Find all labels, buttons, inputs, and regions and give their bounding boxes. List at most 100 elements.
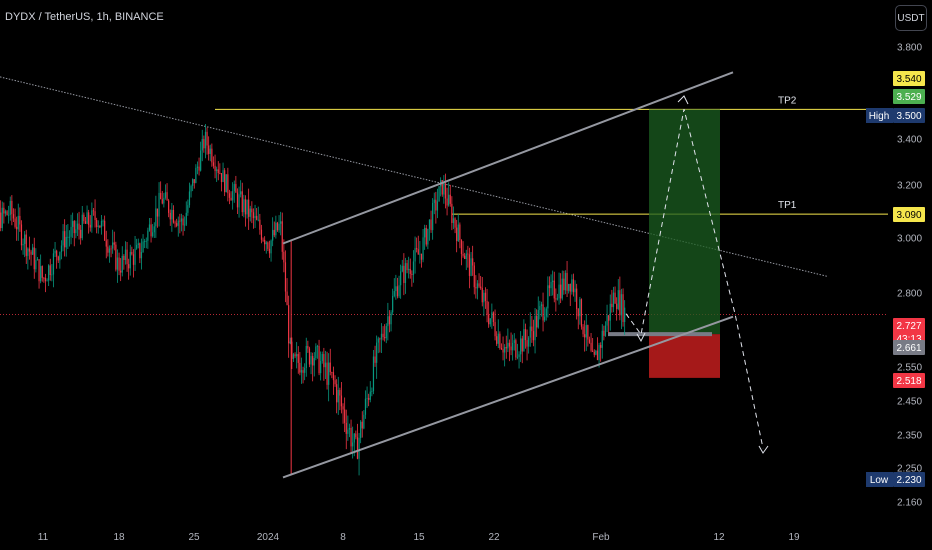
candle [278,215,280,233]
y-tick-label: 3.800 [897,43,922,54]
candle [286,278,288,306]
candle [521,335,523,364]
candle [499,331,501,350]
svg-text:Low: Low [870,475,889,486]
candle [489,318,491,327]
svg-text:2.230: 2.230 [896,475,921,486]
x-axis: 11 18 25 2024 8 15 22 Feb 12 19 [38,532,800,543]
candle [187,199,189,216]
candle [561,270,563,301]
candle [46,278,48,282]
candle [464,252,466,260]
candle [260,224,263,244]
candle [321,351,323,364]
candle [259,213,261,235]
candle [120,258,122,282]
candle [52,248,55,288]
svg-text:High: High [869,111,890,122]
candle [507,328,509,353]
candle [115,241,117,272]
candle [456,219,458,253]
candle [134,236,136,272]
candle [608,315,610,333]
candle [408,256,410,279]
candle [152,224,154,238]
candle [19,207,21,232]
y-axis: 3.800 3.400 3.200 3.000 2.800 2.550 2.450 2.350… [897,43,922,509]
candle [118,252,120,276]
candle [574,280,576,302]
candle [504,344,506,367]
candle [288,295,290,358]
candle [172,205,175,224]
channel-lower [282,315,734,479]
candle [308,346,311,368]
candle [337,376,339,415]
candle [473,262,475,295]
candle [198,157,200,176]
candle [57,255,59,263]
candle [240,180,242,198]
candle [68,230,71,247]
price-badge: 3.090 [893,207,925,222]
candle [396,277,399,299]
candle [598,342,600,368]
candle [395,274,397,300]
candle [62,224,64,252]
x-tick-label: 19 [788,532,800,543]
candle [366,386,368,408]
candle [145,237,147,249]
candle [112,229,114,254]
candle [124,241,127,265]
candle [470,251,472,277]
svg-text:43:13: 43:13 [896,334,921,345]
candle [38,259,40,289]
candle [457,213,459,243]
candle [150,217,152,243]
candle [297,346,299,374]
y-tick-label: 2.350 [897,431,922,442]
candle [168,198,170,218]
candle [539,300,541,320]
candle [192,178,194,192]
candle [257,206,259,222]
candle [339,387,341,411]
price-badge: 2.230 Low [866,472,925,487]
candle [435,191,437,224]
candle [409,258,411,279]
candle [268,240,271,258]
candle [201,129,203,162]
candle [292,352,295,363]
candle [462,241,464,258]
candle [403,253,405,296]
currency-button[interactable]: USDT [895,5,927,31]
candle [102,219,104,227]
candle [500,343,503,351]
candle [144,238,146,249]
candle [1,201,3,232]
candle [4,209,7,217]
candle [385,323,387,344]
candle [616,297,618,321]
candle [76,213,79,236]
candle [204,123,207,159]
loss-zone [649,334,720,378]
candle [446,187,448,216]
candle [566,261,568,298]
candle [590,332,592,353]
candle [156,208,159,228]
candle [342,403,344,424]
svg-text:3.540: 3.540 [896,74,921,85]
candle [136,238,138,250]
candle [350,419,352,454]
candle [427,228,429,250]
candle [236,188,239,215]
y-tick-label: 3.200 [897,181,922,192]
candle [65,224,67,257]
candle [520,331,522,362]
candle [190,184,192,198]
candle [232,182,234,210]
candle [251,201,253,224]
candle [289,337,291,345]
